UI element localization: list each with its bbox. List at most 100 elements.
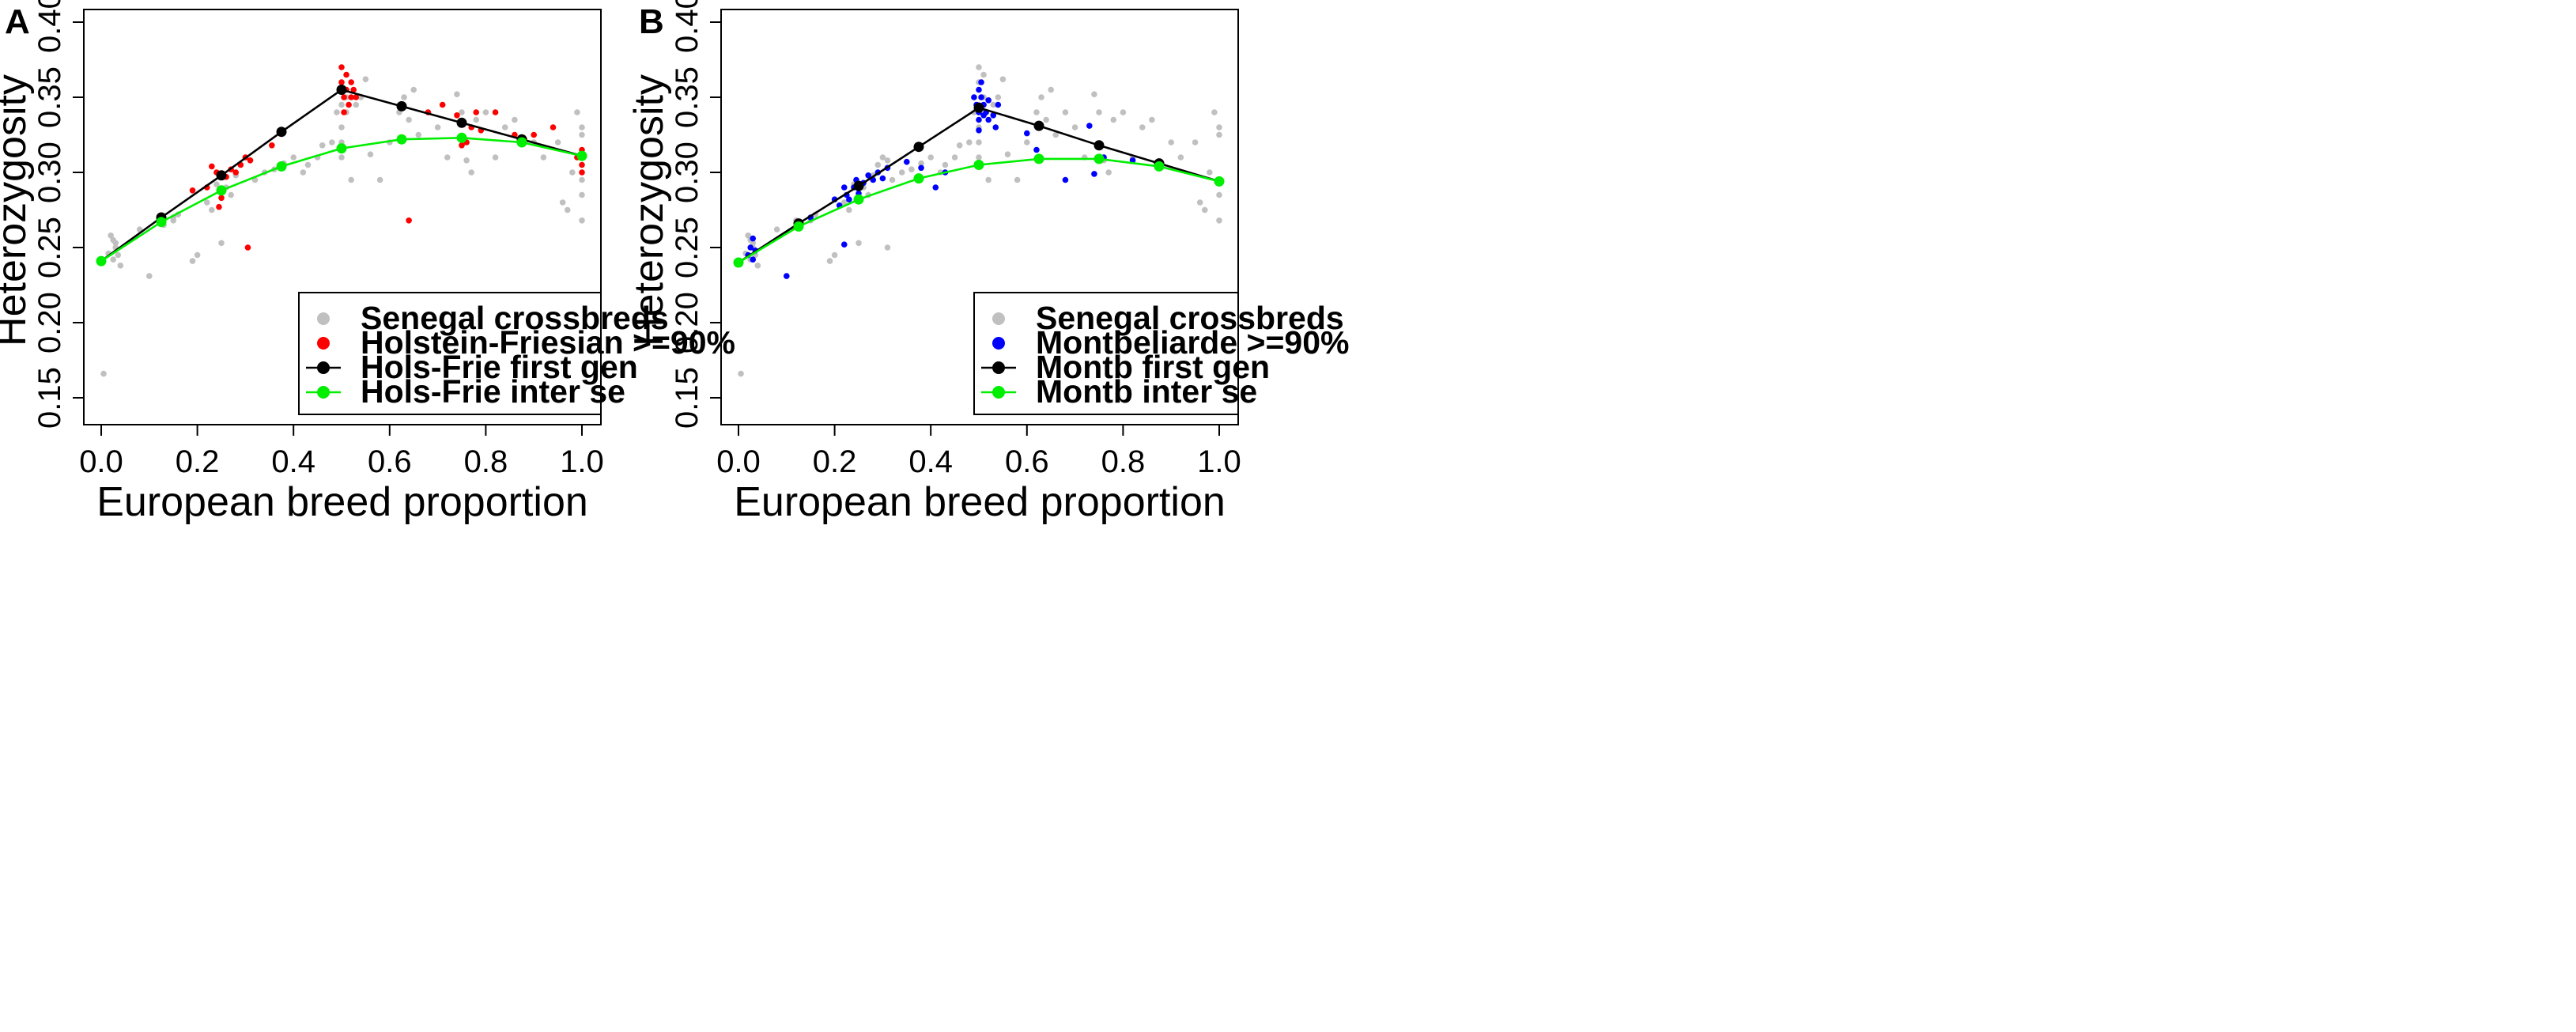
data-point (865, 172, 871, 179)
data-point (951, 154, 958, 161)
data-point (956, 142, 963, 149)
legend-label: Montb inter se (1036, 373, 1257, 410)
series-marker (216, 170, 227, 181)
legend-label: Senegal crossbreds (361, 300, 669, 336)
data-point (112, 240, 119, 247)
data-point (406, 116, 412, 123)
y-axis-title: Heterozygosity (626, 74, 672, 346)
data-point (846, 196, 852, 202)
data-point (1201, 206, 1208, 214)
data-point (459, 142, 465, 149)
data-point (784, 273, 790, 279)
data-point (840, 184, 848, 191)
series-marker (396, 100, 407, 112)
series-marker (973, 160, 984, 170)
y-tick-label: 0.30 (32, 142, 67, 203)
data-point (540, 154, 547, 161)
data-point (1048, 86, 1054, 93)
legend-box (298, 292, 602, 415)
data-point (1091, 91, 1097, 97)
data-point (754, 263, 761, 269)
data-point (1216, 191, 1222, 198)
data-point (1216, 124, 1222, 130)
series-marker (96, 255, 107, 267)
data-point (459, 109, 465, 115)
legend-label: Montbeliarde >=90% (1036, 324, 1349, 361)
data-point (942, 161, 949, 168)
data-point (840, 241, 848, 248)
data-point (978, 79, 984, 85)
data-point (434, 124, 441, 130)
data-point (1149, 116, 1155, 123)
series-marker (1033, 153, 1044, 164)
data-point (1105, 169, 1112, 176)
data-point (574, 109, 580, 115)
series-marker (156, 217, 167, 228)
data-point (978, 94, 984, 100)
data-point (932, 184, 939, 191)
data-point (1196, 199, 1203, 206)
data-point (856, 240, 862, 247)
data-point (415, 131, 422, 138)
x-axis-title: European breed proportion (734, 479, 1226, 525)
data-point (468, 169, 474, 176)
data-point (579, 161, 585, 168)
x-tick-label: 0.2 (176, 444, 220, 479)
data-point (492, 154, 499, 161)
series-marker (913, 142, 924, 153)
legend-marker (317, 361, 330, 374)
series-montb-inter-se (733, 153, 1225, 268)
data-point (985, 116, 991, 123)
y-tick-label: 0.25 (32, 217, 67, 278)
y-tick-label: 0.35 (670, 66, 704, 128)
x-tick-label: 1.0 (560, 444, 604, 479)
data-point (579, 124, 585, 130)
data-point (1052, 131, 1059, 138)
data-point (826, 258, 833, 264)
data-point (353, 101, 360, 108)
legend-marker (317, 386, 330, 399)
data-point (228, 191, 234, 198)
data-point (995, 94, 1002, 100)
x-tick-label: 0.6 (1005, 444, 1049, 479)
data-point (918, 164, 924, 172)
data-point (564, 206, 571, 214)
data-point (1024, 139, 1030, 146)
data-point (1120, 109, 1127, 115)
data-point (269, 142, 275, 149)
panel-a: A 0.0 0.2 0.4 0.6 0.8 1.0 0.15 0.20 0.25 0.30 0.35 0… (0, 0, 735, 525)
data-point (1216, 217, 1222, 224)
data-point (990, 101, 997, 108)
data-point (579, 191, 585, 198)
data-point (976, 127, 982, 134)
series-marker (853, 180, 864, 191)
data-point (1033, 146, 1040, 153)
y-tick-label: 0.30 (670, 142, 704, 203)
data-point (218, 240, 225, 247)
data-point (338, 124, 345, 130)
data-point (884, 244, 891, 251)
plot-frame (83, 9, 602, 425)
data-point (189, 187, 196, 194)
series-marker (733, 257, 744, 268)
series-marker (1033, 120, 1044, 131)
legend-marker (992, 386, 1005, 399)
data-point (874, 161, 882, 168)
panel-b: B 0.0 0.2 0.4 0.6 0.8 1.0 0.15 0.20 0.25 0.30 0.35 0… (626, 0, 1349, 525)
data-point (1192, 139, 1199, 146)
legend-label: Hols-Frie first gen (361, 349, 638, 385)
data-point (971, 94, 977, 100)
data-point (218, 195, 225, 202)
data-point (346, 101, 352, 108)
data-point (329, 139, 335, 146)
data-point (348, 79, 354, 85)
legend-label: Montb first gen (1036, 349, 1270, 385)
data-point (879, 154, 886, 161)
data-point (579, 131, 585, 138)
data-point (244, 244, 251, 251)
data-point (1168, 139, 1174, 146)
data-point (985, 176, 991, 183)
x-tick-label: 0.2 (813, 444, 857, 479)
data-point (990, 112, 997, 119)
